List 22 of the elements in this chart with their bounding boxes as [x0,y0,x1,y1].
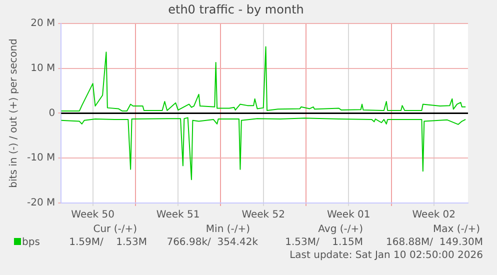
text: Avg (-/+) [318,224,363,235]
x-tick-label: Week 51 [156,210,200,221]
legend-label: bps [21,237,40,248]
y-tick-label: -10 M [27,152,56,164]
text: 1.53M/ 1.15M [285,237,363,248]
x-tick-label: Week 50 [71,210,114,221]
y-tick-label: 20 M [30,18,56,29]
text: 766.98k/ 354.42k [166,237,258,248]
x-tick-label: Week 52 [242,210,286,221]
text: Last update: Sat Jan 10 02:50:00 2026 [290,250,483,261]
y-tick-label: 10 M [30,62,56,74]
y-tick-label: 0 [48,108,56,119]
text: Cur (-/+) [93,224,137,235]
text: Min (-/+) [206,224,250,235]
y-tick-label: -20 M [27,198,56,209]
chart-title: eth0 traffic - by month [168,2,304,16]
text: Max (-/+) [432,224,480,235]
text: 1.59M/ 1.53M [69,237,147,248]
y-axis-title: bits in (-) / out (+) per second [8,38,20,188]
text: 168.88M/ 149.30M [386,237,483,248]
x-tick-label: Week 01 [326,210,370,221]
x-tick-label: Week 02 [412,210,456,221]
